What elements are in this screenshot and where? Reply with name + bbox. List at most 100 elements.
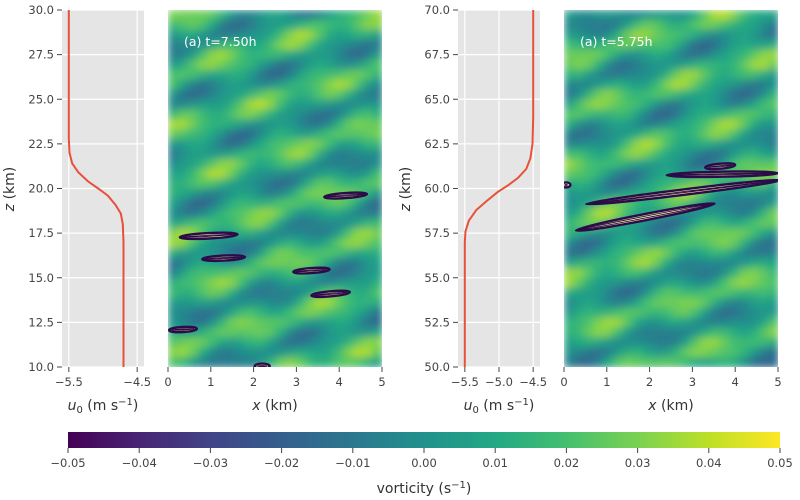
heatmap-cell [187,119,199,130]
heatmap-cell [323,168,335,180]
heatmap-cell [622,307,634,319]
heatmap-cell [564,198,575,210]
heatmap-cell [168,317,179,329]
heatmap-cell [333,89,345,101]
x-tick-label: 1 [207,375,214,389]
heatmap-cell [758,218,770,230]
heatmap-cell [197,79,208,91]
heatmap-cell [583,327,595,339]
heatmap-cell [709,109,721,121]
heatmap-cell [729,257,741,269]
heatmap-cell [313,69,325,81]
heatmap-cell [700,89,711,101]
heatmap-cell [758,317,770,329]
heatmap-cell [602,317,614,329]
heatmap-cell [265,218,276,230]
heatmap-cell [255,267,267,279]
heatmap-cell [748,109,760,121]
heatmap-cell [323,248,335,259]
heatmap-cell [168,257,179,269]
heatmap-cell [768,277,778,289]
heatmap-cell [758,267,770,279]
heatmap-cell [700,39,711,51]
heatmap-cell [700,119,711,130]
heatmap-cell [612,148,624,160]
heatmap-cell [651,267,663,279]
vorticity-field-left-annotation: (a) t=7.50h [184,34,257,49]
heatmap-cell [593,228,604,240]
heatmap-cell [275,49,286,61]
heatmap-cell [612,168,624,180]
heatmap-cell [333,79,345,91]
heatmap-cell [236,307,247,319]
heatmap-cell [700,307,711,319]
heatmap-cell [313,208,325,220]
heatmap-cell [362,198,374,210]
heatmap-cell [709,277,721,289]
heatmap-cell [352,228,364,240]
heatmap-cell [671,69,682,81]
heatmap-cell [641,99,653,111]
heatmap-cell [304,327,315,339]
heatmap-cell [758,198,770,210]
y-tick-label: 27.5 [28,48,54,62]
heatmap-cell [333,218,345,230]
heatmap-cell [622,188,634,200]
heatmap-cell [768,238,778,249]
heatmap-cell [729,347,741,359]
heatmap-cell [294,337,306,349]
heatmap-cell [632,89,643,101]
heatmap-cell [197,327,208,339]
heatmap-cell [236,208,247,220]
heatmap-cell [758,347,770,359]
heatmap-cell [768,178,778,190]
heatmap-cell [265,208,276,220]
heatmap-cell [206,49,218,61]
heatmap-cell [372,337,382,349]
heatmap-cell [632,218,643,230]
heatmap-cell [265,168,276,180]
heatmap-cell [602,129,614,140]
heatmap-cell [641,337,653,349]
contour-inner [564,183,568,186]
heatmap-cell [333,69,345,81]
heatmap-cell [343,257,354,269]
heatmap-cell [255,138,267,150]
heatmap-cell [700,277,711,289]
heatmap-cell [265,317,276,329]
heatmap-cell [573,277,585,289]
heatmap-cell [187,178,199,190]
heatmap-cell [226,317,238,329]
heatmap-cell [275,109,286,121]
heatmap-cell [768,317,778,329]
heatmap-cell [352,337,364,349]
heatmap-cell [284,208,296,220]
y-tick-label: 25.0 [28,92,54,106]
heatmap-cell [177,158,189,170]
heatmap-cell [729,248,741,259]
heatmap-cell [583,218,595,230]
heatmap-cell [333,129,345,140]
heatmap-cell [372,218,382,230]
heatmap-cell [275,148,286,160]
heatmap-cell [294,178,306,190]
heatmap-cell [671,29,682,41]
heatmap-cell [284,198,296,210]
heatmap-cell [352,198,364,210]
heatmap-cell [362,10,374,21]
heatmap-cell [245,129,257,140]
heatmap-cell [622,347,634,359]
heatmap-cell [729,218,741,230]
heatmap-cell [671,218,682,230]
heatmap-cell [284,129,296,140]
heatmap-cell [284,19,296,31]
heatmap-cell [739,29,750,41]
heatmap-cell [719,59,731,71]
heatmap-cell [622,69,634,81]
heatmap-cell [284,10,296,21]
heatmap-cell [632,178,643,190]
heatmap-cell [622,248,634,259]
heatmap-cell [206,138,218,150]
heatmap-cell [313,109,325,121]
